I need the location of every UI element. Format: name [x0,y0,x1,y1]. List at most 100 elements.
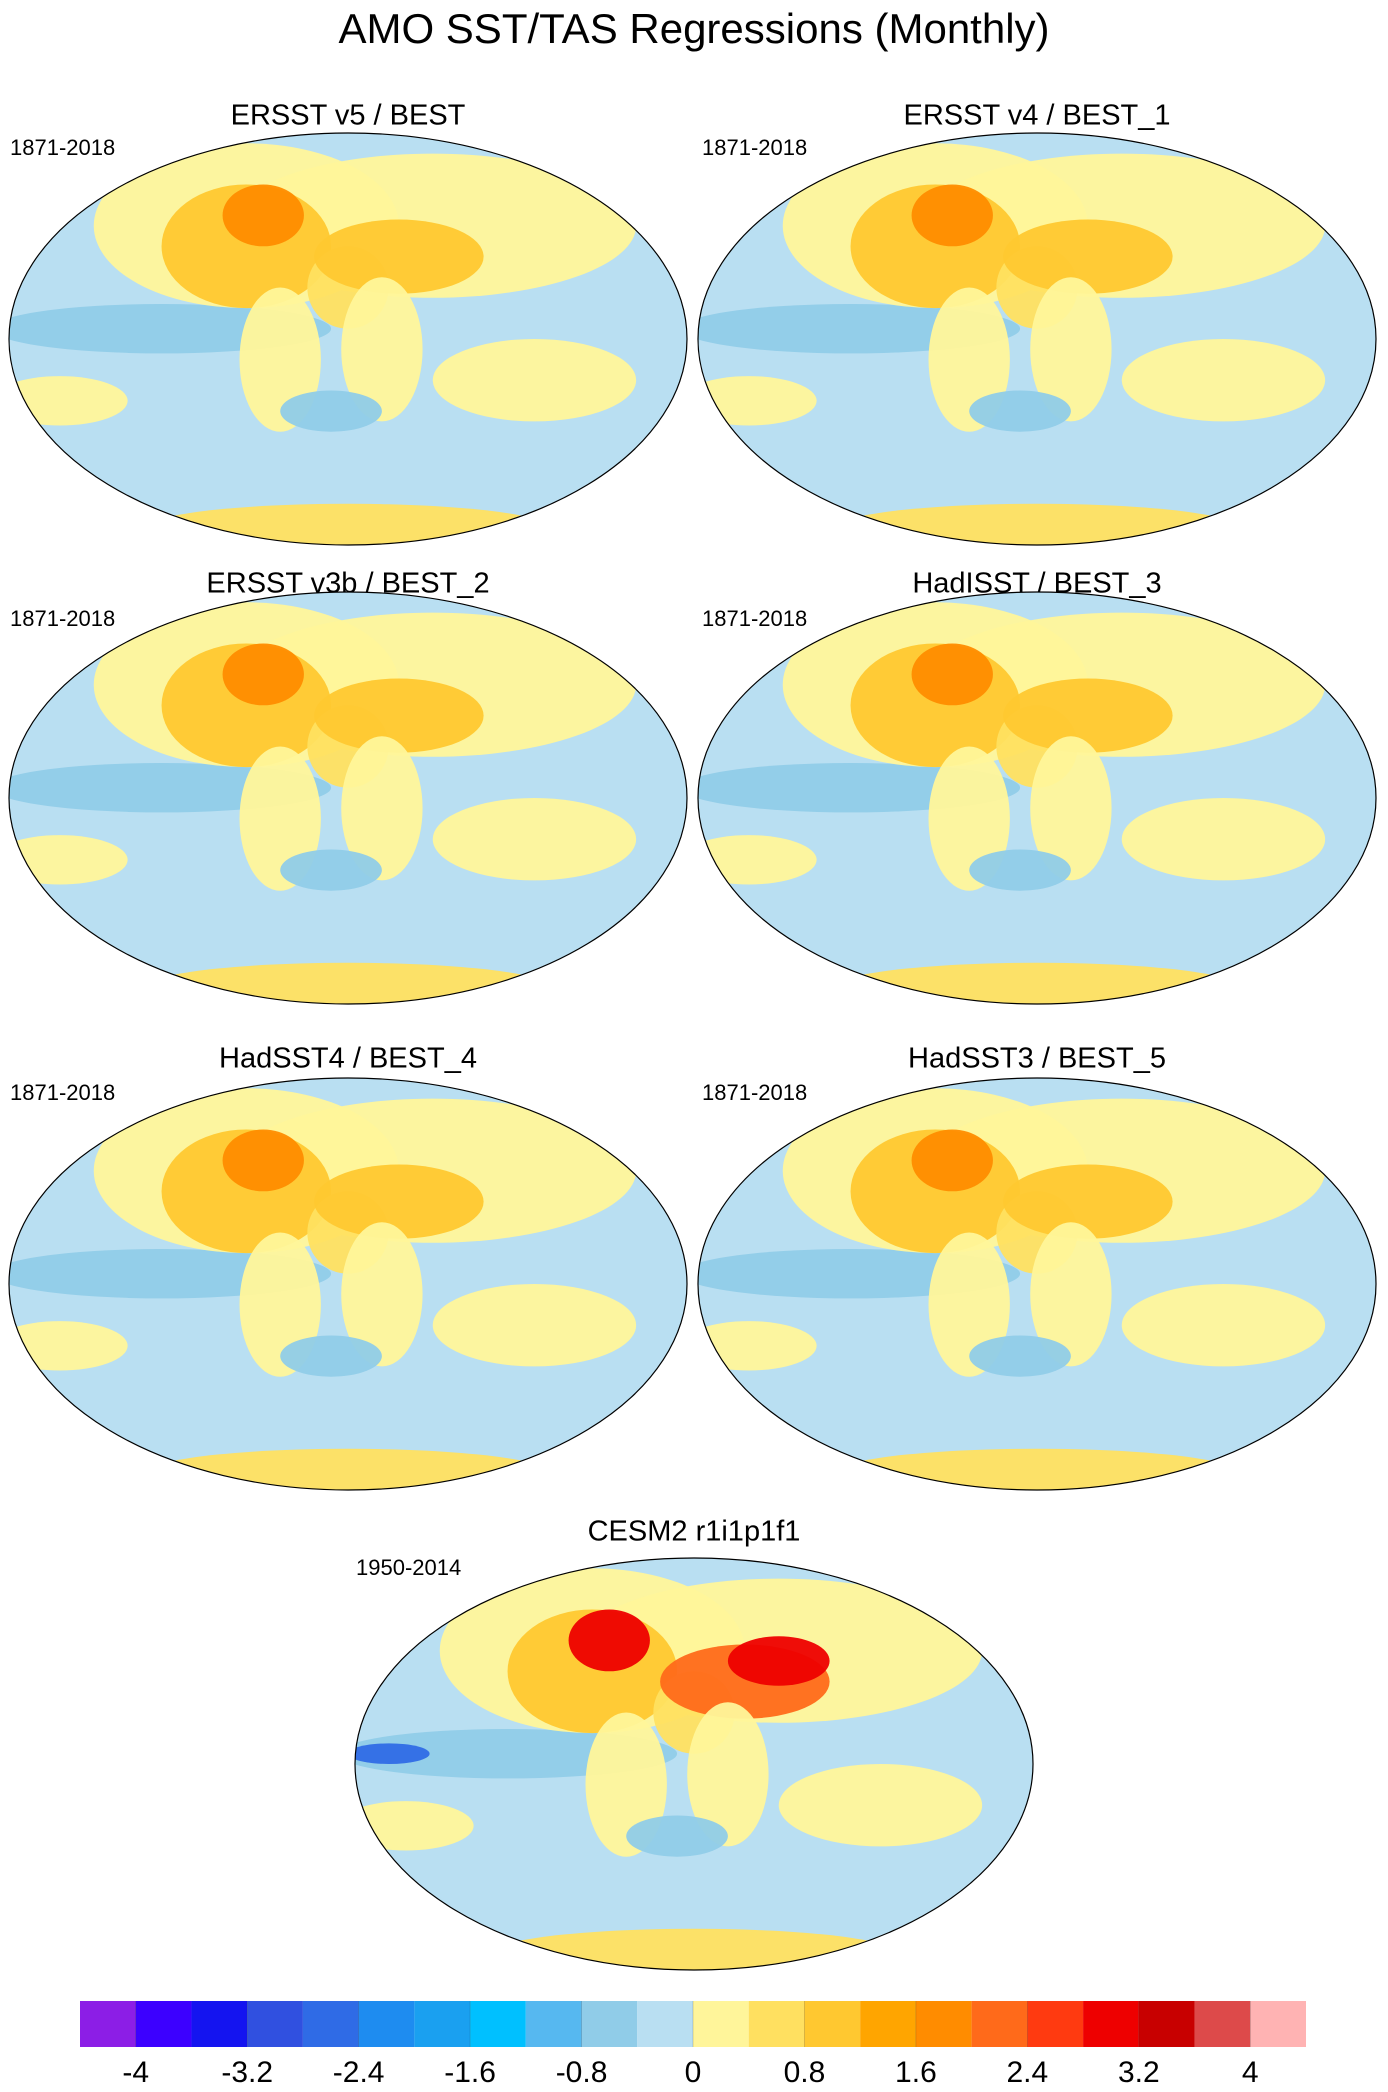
colorbar-box [358,2001,415,2047]
field-region [833,503,1241,545]
field-region [432,1284,637,1367]
colorbar-tick-label: -1.6 [444,2056,496,2087]
map-border [697,132,1377,546]
colorbar-box [1250,2001,1306,2047]
field-region [280,390,382,432]
colorbar-box [581,2001,638,2047]
field-region [432,798,637,881]
colorbar-tick-label: 1.6 [895,2056,937,2087]
field-region [833,962,1241,1004]
map-border [8,132,688,546]
period-label: 1871-2018 [10,1080,115,1105]
colorbar-tick-label: 0.8 [784,2056,826,2087]
colorbar-box [191,2001,248,2047]
field-region [1030,736,1112,881]
field-region [969,849,1071,891]
map-border [8,1077,688,1491]
field-region [727,1636,830,1686]
colorbar-box [414,2001,471,2047]
field-region [969,390,1071,432]
colorbar-tick-label: -2.4 [333,2056,385,2087]
field-region [911,184,993,247]
colorbar-box [247,2001,303,2047]
colorbar-tick-label: -0.8 [556,2056,608,2087]
field-region [222,184,304,247]
field-region [833,1448,1241,1490]
period-label: 1871-2018 [702,135,807,160]
field-region [698,835,817,885]
period-label: 1950-2014 [356,1555,461,1580]
colorbar-tick-label: 2.4 [1007,2056,1049,2087]
field-region [280,1335,382,1377]
panel-title: ERSST v4 / BEST_1 [903,100,1170,132]
map [698,133,1376,545]
field-region [144,503,552,545]
colorbar-box [860,2001,916,2047]
colorbar-tick-label: 0 [685,2056,702,2087]
field-region [341,277,423,422]
period-label: 1871-2018 [702,606,807,631]
field-region [1003,219,1173,294]
field-region [911,643,993,706]
colorbar-box [804,2001,861,2047]
field-region [144,962,552,1004]
colorbar-box [135,2001,192,2047]
colorbar-box [637,2001,693,2047]
colorbar-box [693,2001,749,2047]
field-region [222,643,304,706]
colorbar-box [1194,2001,1251,2047]
field-region [1003,678,1173,753]
map-border [697,1077,1377,1491]
field-region [222,1129,304,1192]
field-region [626,1815,728,1857]
field-region [490,1928,898,1970]
field-region [355,1743,430,1764]
map [698,592,1376,1004]
colorbar-tick-label: -3.2 [221,2056,273,2087]
panel-title: HadSST4 / BEST_4 [219,1043,477,1075]
map [9,592,687,1004]
field-region [778,1764,983,1847]
field-region [568,1609,650,1672]
colorbar-box [1083,2001,1139,2047]
map-border [8,591,688,1005]
field-region [341,1222,423,1367]
colorbar-box [971,2001,1028,2047]
colorbar-tick-label: -4 [122,2056,149,2087]
colorbar-box [915,2001,972,2047]
panel-title: HadSST3 / BEST_5 [908,1043,1166,1075]
field-region [911,1129,993,1192]
period-label: 1871-2018 [10,135,115,160]
field-region [1003,1164,1173,1239]
field-region [314,219,484,294]
map [355,1558,1033,1970]
field-region [687,1702,769,1847]
colorbar-tick-label: 4 [1242,2056,1259,2087]
period-label: 1871-2018 [10,606,115,631]
field-region [280,849,382,891]
map-border [697,591,1377,1005]
field-region [698,376,817,426]
colorbar-box [80,2001,136,2047]
field-region [1030,277,1112,422]
figure-title: AMO SST/TAS Regressions (Monthly) [338,5,1049,52]
field-region [314,1164,484,1239]
colorbar-box [470,2001,526,2047]
field-region [432,339,637,422]
field-region [355,1801,474,1851]
field-region [1030,1222,1112,1367]
field-region [1121,1284,1326,1367]
colorbar-box [1027,2001,1084,2047]
field-region [144,1448,552,1490]
field-region [698,1321,817,1371]
field-region [1121,339,1326,422]
panel-title: ERSST v5 / BEST [231,100,466,132]
colorbar-box [1138,2001,1195,2047]
colorbar-tick-label: 3.2 [1118,2056,1160,2087]
colorbar-box [525,2001,582,2047]
panel-title: CESM2 r1i1p1f1 [588,1516,801,1548]
map-border [354,1557,1034,1971]
map [698,1078,1376,1490]
field-region [314,678,484,753]
